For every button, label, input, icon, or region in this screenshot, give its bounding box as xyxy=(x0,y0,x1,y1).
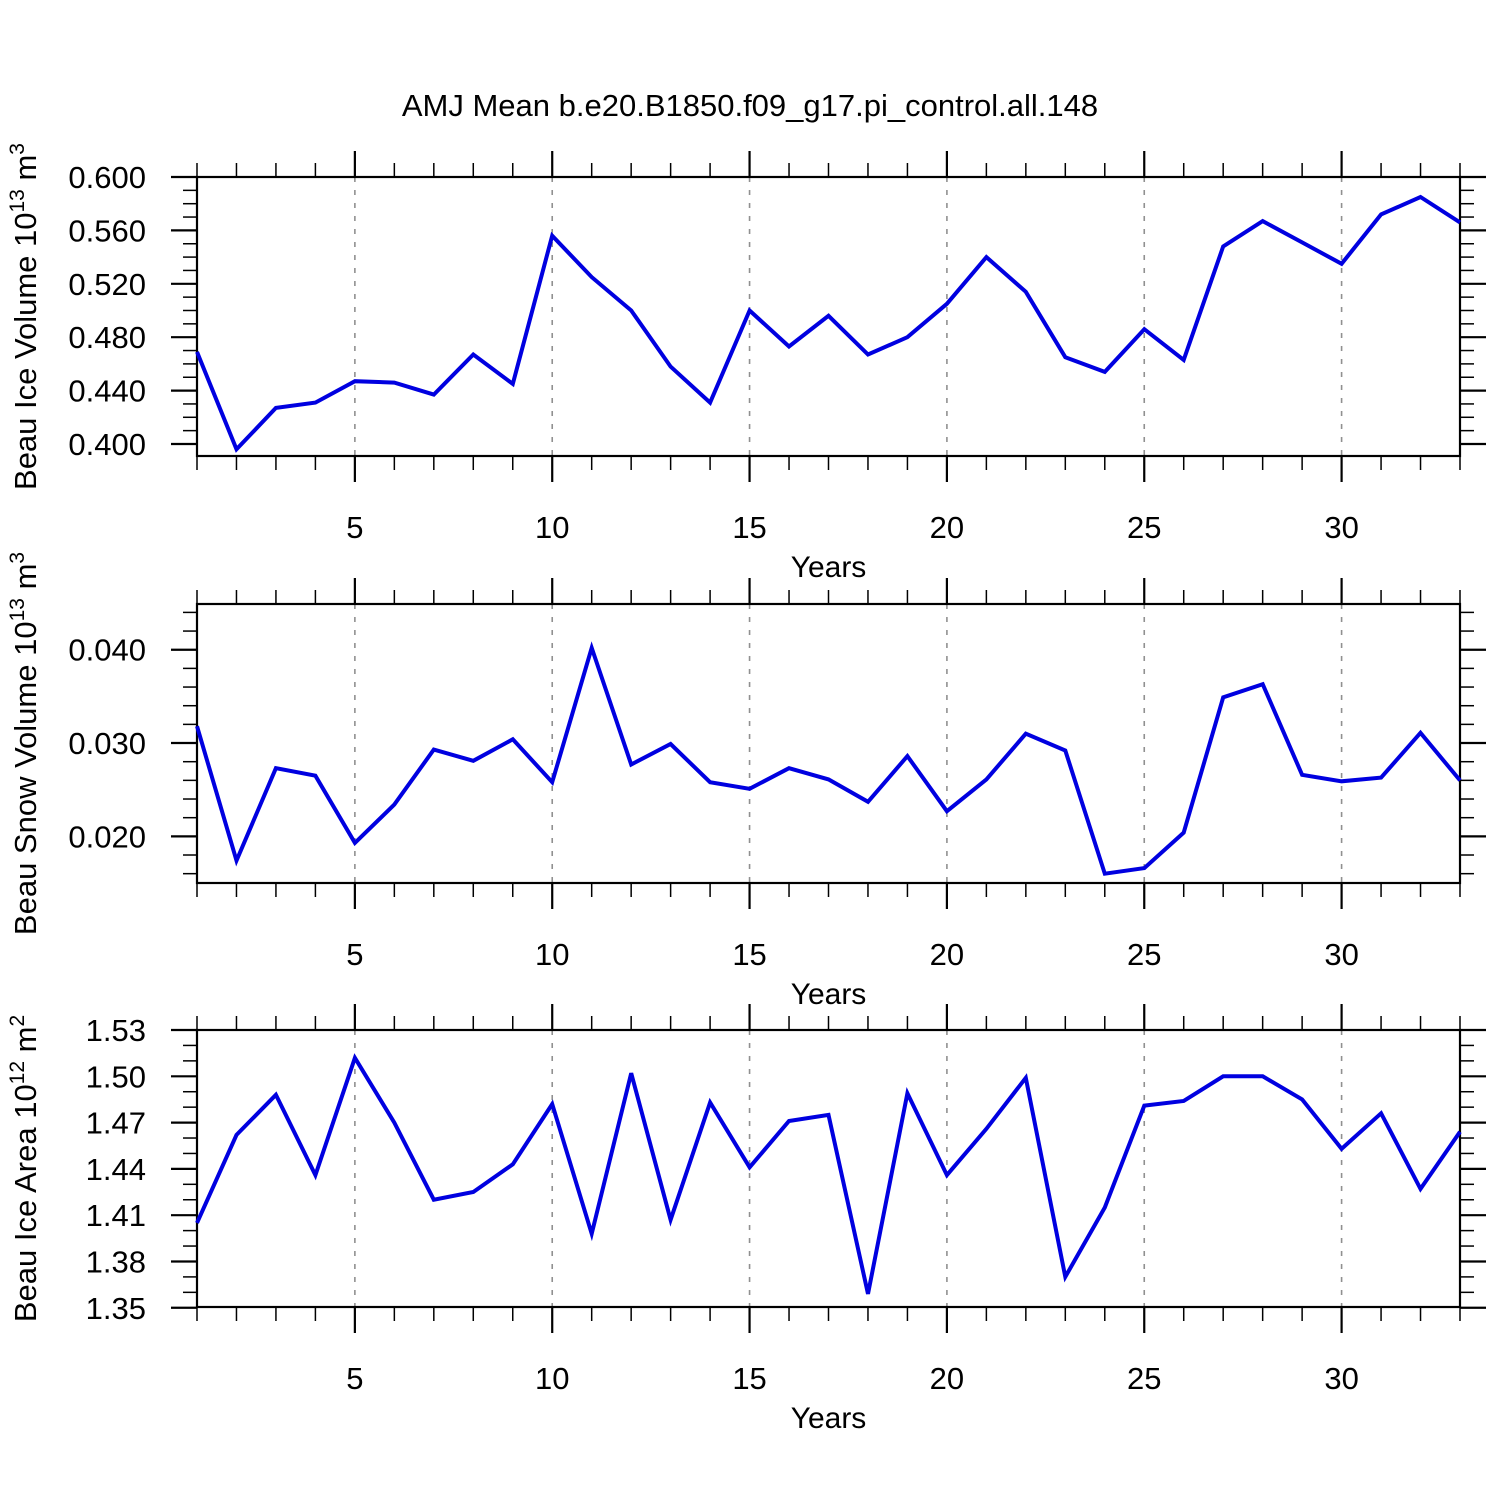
series-line-beau-ice-volume xyxy=(195,194,1462,453)
y-tick-label: 1.47 xyxy=(86,1106,146,1141)
x-tick-label: 10 xyxy=(535,510,569,545)
y-tick-label: 1.41 xyxy=(86,1198,146,1233)
series-line-beau-ice-area xyxy=(195,1053,1462,1295)
x-tick-label: 25 xyxy=(1127,510,1161,545)
y-tick-label: 0.400 xyxy=(68,427,146,462)
y-tick-label: 0.520 xyxy=(68,267,146,302)
y-tick-label: 1.38 xyxy=(86,1244,146,1279)
x-tick-label: 5 xyxy=(346,510,363,545)
plot-frame xyxy=(195,175,1462,458)
x-tick-label: 20 xyxy=(930,937,964,972)
y-tick-label: 0.040 xyxy=(68,633,146,668)
y-tick-label: 1.50 xyxy=(86,1059,146,1094)
y-axis-label: Beau Ice Area 1012 m2 xyxy=(6,1015,43,1322)
x-tick-label: 30 xyxy=(1324,510,1358,545)
y-tick-label: 1.53 xyxy=(86,1013,146,1048)
x-tick-label: 30 xyxy=(1324,937,1358,972)
y-tick-label: 1.35 xyxy=(86,1291,146,1326)
y-tick-label: 0.480 xyxy=(68,320,146,355)
x-tick-label: 25 xyxy=(1127,937,1161,972)
panel-beau-ice-volume: 0.400 0.440 0.480 0.520 0.560 0.600 5 10 15 20 25 3… xyxy=(6,143,1486,584)
x-tick-label: 5 xyxy=(346,1361,363,1396)
y-tick-label: 0.560 xyxy=(68,213,146,248)
panel-beau-ice-area: 1.35 1.38 1.41 1.44 1.47 1.50 1.53 5 10 15 20 25 30 Y… xyxy=(6,1004,1486,1435)
figure-title: AMJ Mean b.e20.B1850.f09_g17.pi_control.… xyxy=(401,88,1099,123)
y-tick-label: 0.440 xyxy=(68,374,146,409)
panel-beau-snow-volume: 0.020 0.030 0.040 5 10 15 20 25 30 Years Beau Snow… xyxy=(6,552,1486,1011)
y-axis-label: Beau Ice Volume 1013 m3 xyxy=(6,143,43,490)
y-tick-label: 1.44 xyxy=(86,1152,146,1187)
x-tick-label: 15 xyxy=(732,937,766,972)
x-tick-label: 15 xyxy=(732,510,766,545)
x-tick-label: 10 xyxy=(535,937,569,972)
x-tick-label: 20 xyxy=(930,1361,964,1396)
x-tick-label: 25 xyxy=(1127,1361,1161,1396)
x-tick-label: 5 xyxy=(346,937,363,972)
y-axis-label: Beau Snow Volume 1013 m3 xyxy=(6,552,43,935)
plot-frame xyxy=(195,1028,1462,1309)
y-tick-label: 0.030 xyxy=(68,726,146,761)
x-axis-label: Years xyxy=(791,1402,867,1435)
x-tick-label: 10 xyxy=(535,1361,569,1396)
plot-frame xyxy=(195,602,1462,885)
x-tick-label: 20 xyxy=(930,510,964,545)
series-line-beau-snow-volume xyxy=(195,641,1462,876)
x-axis-label: Years xyxy=(791,551,867,584)
x-tick-label: 30 xyxy=(1324,1361,1358,1396)
x-tick-label: 15 xyxy=(732,1361,766,1396)
y-tick-label: 0.600 xyxy=(68,160,146,195)
y-tick-label: 0.020 xyxy=(68,819,146,854)
x-axis-label: Years xyxy=(791,978,867,1011)
